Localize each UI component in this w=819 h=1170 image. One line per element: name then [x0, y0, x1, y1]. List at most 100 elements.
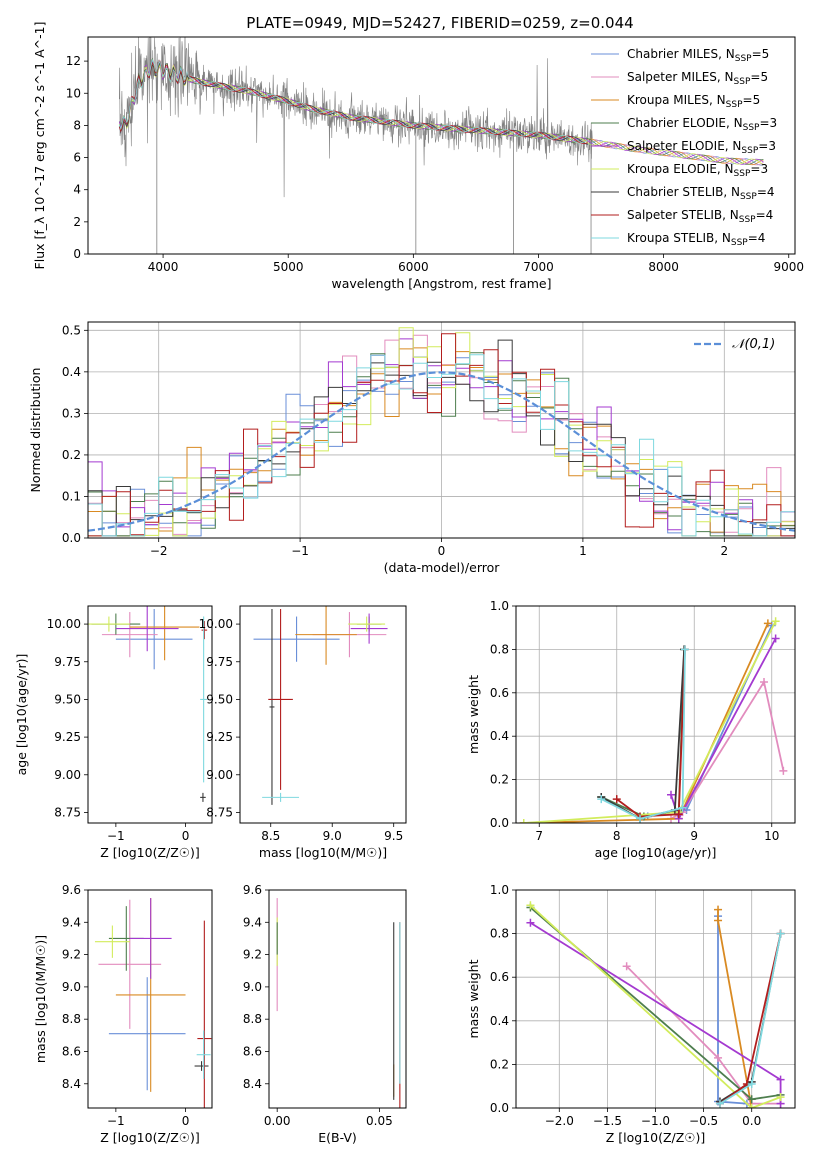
legend-label: Salpeter STELIB, NSSP=4	[627, 208, 773, 225]
y-tick-label: 12	[66, 54, 81, 68]
x-tick-label: −1	[107, 1114, 125, 1128]
legend-label: Kroupa STELIB, NSSP=4	[627, 231, 765, 248]
y-axis-label: mass weight	[466, 959, 481, 1038]
y-tick-label: 9.6	[243, 883, 262, 897]
weight-marker	[714, 916, 723, 925]
x-tick-label: 8000	[648, 260, 679, 274]
legend-label: Kroupa MILES, NSSP=5	[627, 93, 760, 110]
weight-marker	[636, 814, 644, 823]
histogram-kroupa-stelib	[88, 354, 795, 537]
x-tick-label: 9	[690, 829, 698, 843]
spectrum-plot-area	[118, 37, 764, 254]
x-axis-label: mass [log10(M/M☉)]	[259, 845, 387, 860]
legend-label: Chabrier MILES, NSSP=5	[627, 47, 769, 64]
legend-ssp-count: =5	[743, 93, 761, 107]
y-tick-label: 9.00	[54, 768, 81, 782]
weight-marker	[771, 634, 780, 643]
x-tick-label: 9.0	[323, 829, 342, 843]
weight-marker	[776, 1093, 785, 1102]
x-tick-label: 8.5	[261, 829, 280, 843]
x-tick-label: −2	[150, 544, 168, 558]
x-tick-label: −0.5	[689, 1114, 718, 1128]
mass_vs_Z-plot-area	[94, 898, 212, 1108]
legend-subscript: SSP	[734, 77, 751, 87]
y-tick-label: 0.2	[490, 1057, 509, 1071]
y-tick-label: 0.0	[490, 1101, 509, 1115]
y-axis-label: mass weight	[466, 675, 481, 754]
weight-line-kroupa-miles	[717, 909, 753, 1108]
x-tick-label: 9000	[773, 260, 804, 274]
age_vs_mass-plot-area	[253, 606, 388, 805]
y-tick-label: 0.0	[62, 531, 81, 545]
weight-marker	[747, 1104, 756, 1108]
x-tick-label: 0	[182, 1114, 190, 1128]
y-tick-label: 9.0	[62, 980, 81, 994]
x-tick-label: 4000	[148, 260, 179, 274]
x-tick-label: 5000	[273, 260, 304, 274]
weight-marker	[526, 901, 535, 910]
x-tick-label: 0.0	[742, 1114, 761, 1128]
y-tick-label: 0.3	[62, 406, 81, 420]
weight-marker	[776, 1075, 785, 1084]
weight-line-kroupa-miles	[523, 623, 769, 823]
spectrum-legend: Chabrier MILES, NSSP=5 Salpeter MILES, NS…	[591, 47, 777, 248]
x-tick-label: −2.0	[545, 1114, 574, 1128]
legend-ssp-count: =5	[752, 47, 770, 61]
y-tick-label: 0.6	[490, 970, 509, 984]
y-axis-label: Normed distribution	[28, 368, 43, 493]
legend-subscript: SSP	[735, 54, 752, 64]
age_vs_mass-panel: 8.5 9.0 9.5 8.75 9.00 9.25 9.50 9.75 10.00 mass […	[199, 605, 407, 860]
legend-subscript: SSP	[743, 123, 760, 133]
weight-marker	[597, 795, 606, 804]
weight-line-kroupa-stelib	[600, 649, 686, 820]
y-tick-label: 1.0	[490, 883, 509, 897]
weight-marker	[760, 677, 768, 686]
weight-line-kroupa-elodie	[529, 904, 781, 1108]
x-tick-label: 7000	[523, 260, 554, 274]
axes-frame	[268, 889, 407, 1109]
axes-frame	[239, 605, 407, 824]
legend-label: Chabrier ELODIE, NSSP=3	[627, 116, 777, 133]
legend-label: Salpeter MILES, NSSP=5	[627, 70, 768, 87]
y-tick-label: 0.5	[62, 323, 81, 337]
legend-subscript: SSP	[739, 215, 756, 225]
y-tick-label: 0.4	[62, 365, 81, 379]
mass_vs_ebv-plot-area	[276, 898, 401, 1108]
y-axis-label: age [log10(age/yr)]	[14, 654, 29, 776]
y-tick-label: 0.6	[490, 686, 509, 700]
legend-label: Kroupa ELODIE, NSSP=3	[627, 162, 768, 179]
weight-marker	[622, 962, 631, 971]
legend-ssp-count: =4	[756, 208, 774, 222]
weight-line-chabrier-elodie	[600, 649, 686, 818]
legend-ssp-count: =5	[750, 70, 768, 84]
mass_vs_ebv-panel: 0.00 0.05 8.4 8.6 8.8 9.0 9.2 9.4 9.6 E(B-V)	[243, 883, 407, 1145]
x-tick-label: 0	[438, 544, 446, 558]
legend-subscript: SSP	[731, 238, 748, 248]
x-tick-label: 10	[764, 829, 779, 843]
mass_vs_Z-panel: −1 0 8.4 8.6 8.8 9.0 9.2 9.4 9.6 Z [log10(Z/Z☉)] m…	[33, 883, 213, 1145]
y-tick-label: 0.1	[62, 489, 81, 503]
y-tick-label: 9.4	[243, 915, 262, 929]
legend-label: Salpeter ELODIE, NSSP=3	[627, 139, 776, 156]
weight-marker	[519, 819, 528, 823]
legend-subscript: SSP	[726, 100, 743, 110]
legend-ssp-count: =4	[748, 231, 766, 245]
figure-title: PLATE=0949, MJD=52427, FIBERID=0259, z=0…	[246, 14, 633, 32]
x-axis-label: Z [log10(Z/Z☉)]	[606, 1130, 706, 1145]
x-tick-label: 1	[579, 544, 587, 558]
weight_vs_Z-panel: −2.0 −1.5 −1.0 −0.5 0.0 0.0 0.2 0.4 0.6 0.8 1.0 Z […	[466, 883, 796, 1145]
y-tick-label: 0.8	[490, 927, 509, 941]
model-line-salpeter-elodie	[118, 59, 764, 165]
x-tick-label: 6000	[398, 260, 429, 274]
y-tick-label: 6	[73, 151, 81, 165]
y-tick-label: 8.75	[54, 805, 81, 819]
weight-marker	[776, 929, 785, 938]
legend-label: Chabrier STELIB, NSSP=4	[627, 185, 775, 202]
axes-frame	[87, 321, 796, 539]
x-tick-label: −1.0	[641, 1114, 670, 1128]
model-line-kroupa-stelib	[118, 58, 588, 144]
y-tick-label: 9.2	[243, 948, 262, 962]
y-tick-label: 2	[73, 215, 81, 229]
y-axis-label: Flux [f_λ 10^-17 erg cm^-2 s^-1 A^-1]	[32, 22, 47, 270]
x-tick-label: 0	[182, 829, 190, 843]
